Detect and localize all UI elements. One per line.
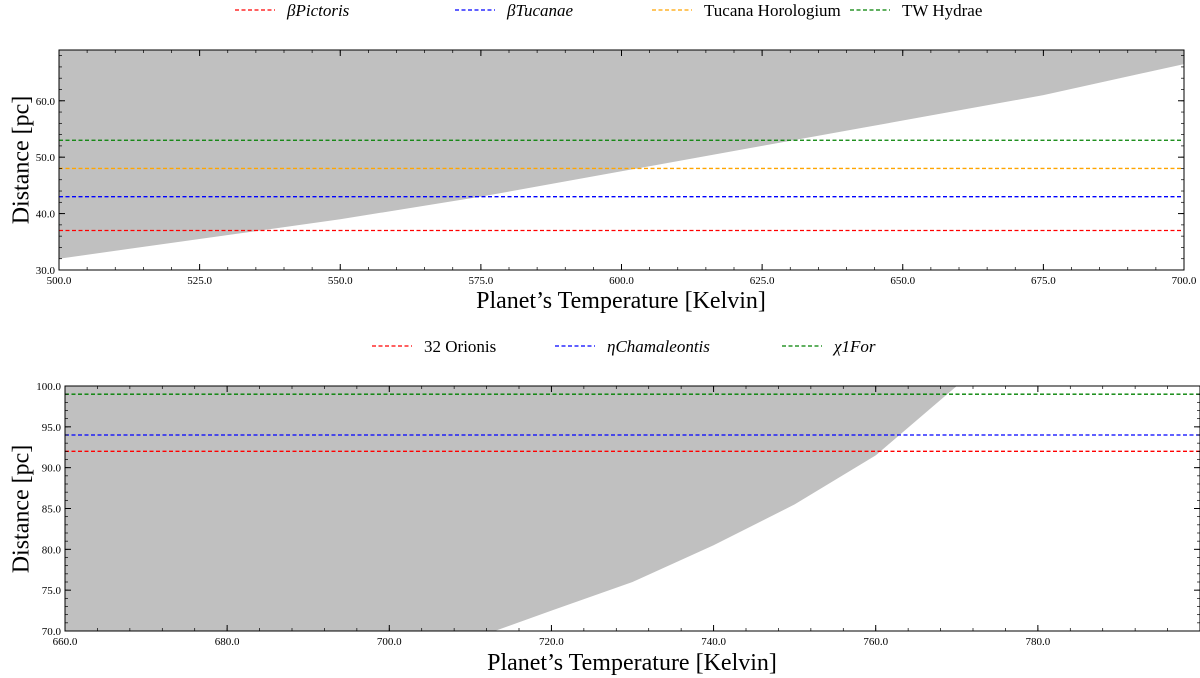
legend-label-chamaleontis: ηChamaleontis (607, 337, 710, 356)
x-axis-title: Planet’s Temperature [Kelvin] (476, 288, 766, 314)
legend-label-prefix: χ1 (832, 337, 850, 356)
x-tick-label: 700.0 (377, 636, 402, 648)
x-tick-label: 720.0 (539, 636, 564, 648)
legend-label-tw-hydrae: TW Hydrae (902, 1, 982, 20)
legend-label-prefix: β (286, 1, 296, 20)
x-tick-label: 500.0 (47, 275, 72, 287)
legend-label-tucana-horologium: Tucana Horologium (704, 1, 841, 20)
legend-label-text: Pictoris (294, 1, 349, 20)
x-tick-label: 760.0 (863, 636, 888, 648)
legend-label-text: 32 Orionis (424, 337, 496, 356)
legend-label-text: Tucanae (515, 1, 573, 20)
legend-label-32-orionis: 32 Orionis (424, 337, 496, 356)
x-tick-label: 700.0 (1172, 275, 1197, 287)
y-tick-label: 100.0 (36, 381, 61, 393)
x-tick-label: 780.0 (1025, 636, 1050, 648)
x-tick-label: 525.0 (187, 275, 212, 287)
shaded-region (59, 50, 1184, 259)
y-tick-label: 40.0 (36, 209, 56, 221)
bottom-chart: 660.0 680.0 700.0 720.0 740.0 760.0 780.0 70.0 7… (8, 337, 1200, 676)
x-tick-label: 600.0 (609, 275, 634, 287)
x-tick-label: 575.0 (469, 275, 494, 287)
legend-label-pictoris: βPictoris (286, 1, 350, 20)
y-tick-label: 50.0 (36, 152, 56, 164)
y-axis-title: Distance [pc] (8, 445, 34, 574)
y-tick-label: 60.0 (36, 96, 56, 108)
x-tick-label: 675.0 (1031, 275, 1056, 287)
y-tick-label: 80.0 (42, 544, 62, 556)
x-tick-label: 660.0 (53, 636, 78, 648)
y-axis-title: Distance [pc] (8, 96, 34, 225)
y-tick-label: 70.0 (42, 626, 62, 638)
shaded-region (65, 386, 957, 631)
legend-label-text: Chamaleontis (615, 337, 710, 356)
x-tick-label: 625.0 (750, 275, 775, 287)
y-tick-label: 95.0 (42, 422, 62, 434)
legend-label-for: χ1For (832, 337, 876, 356)
y-tick-label: 85.0 (42, 504, 62, 516)
x-tick-label: 680.0 (215, 636, 240, 648)
y-tick-label: 30.0 (36, 265, 56, 277)
top-chart: 500.0 525.0 550.0 575.0 600.0 625.0 650.0 675.0… (8, 1, 1196, 314)
legend-label-prefix: η (607, 337, 615, 356)
x-tick-label: 650.0 (890, 275, 915, 287)
legend-label-text: Tucana Horologium (704, 1, 841, 20)
x-tick-label: 740.0 (701, 636, 726, 648)
legend-label-tucanae: βTucanae (506, 1, 574, 20)
x-axis-title: Planet’s Temperature [Kelvin] (487, 650, 777, 676)
legend-label-prefix: β (506, 1, 516, 20)
y-tick-label: 90.0 (42, 463, 62, 475)
x-tick-label: 550.0 (328, 275, 353, 287)
y-tick-label: 75.0 (42, 585, 62, 597)
legend-label-text: For (849, 337, 876, 356)
legend-label-text: TW Hydrae (902, 1, 982, 20)
